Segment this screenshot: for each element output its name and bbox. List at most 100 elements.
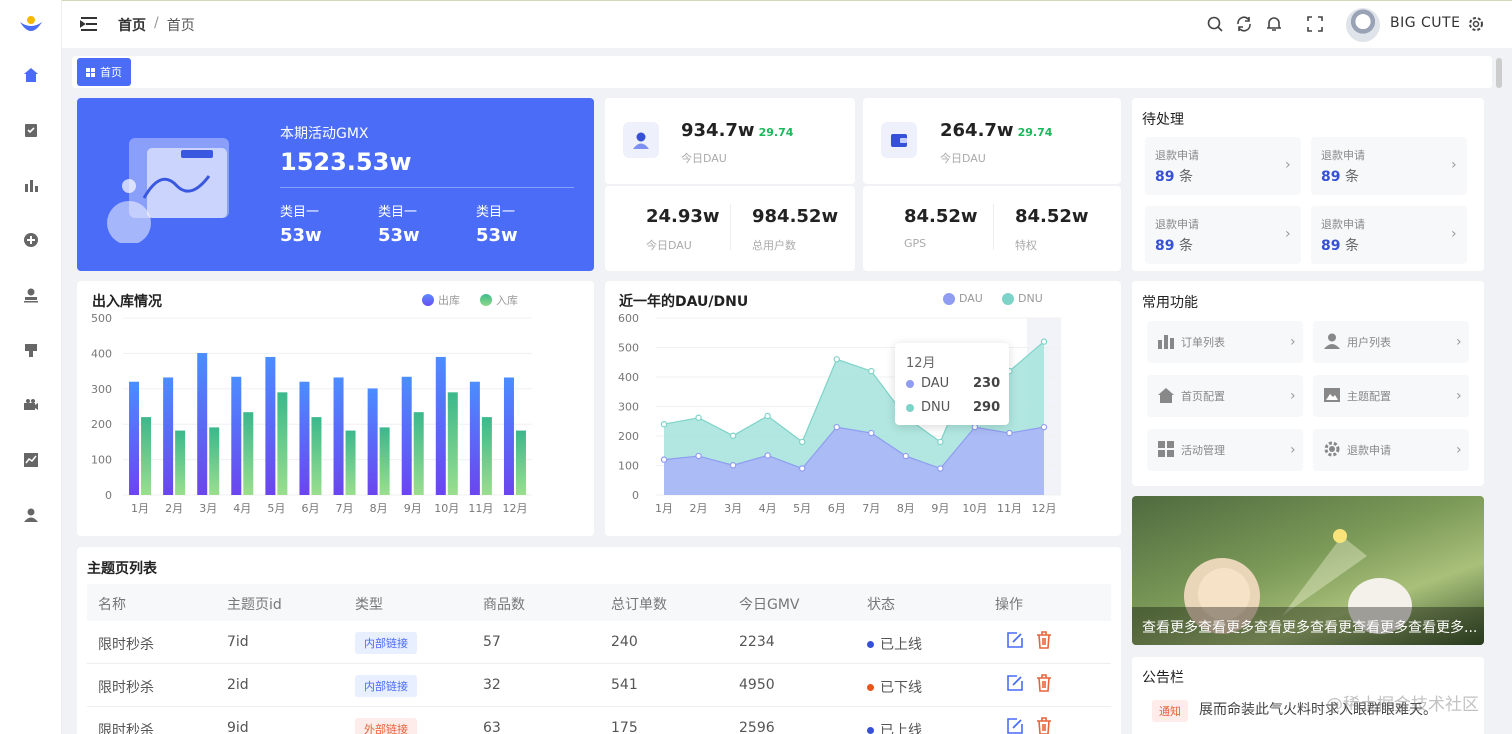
- cell-orders: 175: [611, 720, 638, 734]
- bar-in: [243, 412, 254, 495]
- cell-gmv: 2234: [739, 634, 775, 650]
- data-point: [695, 414, 702, 421]
- table-row[interactable]: 限时秒杀 7id 内部链接 57 240 2234 已上线: [87, 621, 1111, 664]
- chevron-right-icon: ›: [1285, 226, 1291, 242]
- logo-icon[interactable]: [18, 12, 44, 36]
- sidebar-item-trend[interactable]: [19, 448, 43, 472]
- data-point: [729, 432, 737, 439]
- function-refund[interactable]: 退款申请 ›: [1313, 429, 1469, 471]
- y-tick-label: 400: [618, 371, 639, 384]
- y-tick-label: 600: [618, 312, 639, 325]
- edit-icon[interactable]: [1005, 673, 1025, 693]
- user-icon: [1324, 333, 1340, 349]
- bar-out: [129, 381, 140, 495]
- menu-toggle-icon[interactable]: [80, 15, 98, 33]
- data-point: [833, 356, 840, 363]
- gear-icon[interactable]: [1467, 15, 1485, 33]
- data-point: [660, 456, 668, 463]
- sidebar-item-video[interactable]: [19, 393, 43, 417]
- pending-count-value: 89: [1155, 169, 1175, 185]
- y-tick-label: 300: [91, 383, 112, 396]
- username[interactable]: BIG CUTE: [1390, 15, 1461, 31]
- sidebar-item-target[interactable]: [19, 228, 43, 252]
- stat-label: 特权: [1015, 239, 1037, 252]
- crosshair-icon: [24, 233, 38, 247]
- sidebar-item-user[interactable]: [19, 503, 43, 527]
- pending-item[interactable]: 退款申请 89 条 ›: [1145, 137, 1301, 195]
- legend-item[interactable]: 出库: [422, 292, 460, 308]
- pending-item[interactable]: 退款申请 89 条 ›: [1311, 206, 1467, 264]
- y-tick-label: 300: [618, 401, 639, 414]
- function-home-config[interactable]: 首页配置 ›: [1147, 375, 1303, 417]
- chevron-right-icon: ›: [1290, 334, 1296, 350]
- avatar[interactable]: [1346, 8, 1380, 42]
- column-header: 今日GMV: [739, 597, 800, 613]
- fullscreen-icon[interactable]: [1306, 15, 1324, 33]
- data-point: [1040, 423, 1048, 431]
- table-row[interactable]: 限时秒杀 9id 外部链接 63 175 2596 已上线: [87, 707, 1111, 734]
- x-tick-label: 2月: [165, 502, 183, 515]
- data-point: [868, 367, 875, 375]
- dau-label: 今日DAU: [681, 152, 727, 165]
- x-tick-label: 10月: [434, 502, 459, 515]
- pending-card: 待处理 退款申请 89 条 › 退款申请 89 条 › 退款申请 89 条 › …: [1132, 98, 1484, 271]
- legend-swatch: [480, 294, 492, 306]
- table-row[interactable]: 限时秒杀 2id 内部链接 32 541 4950 已下线: [87, 664, 1111, 707]
- edit-icon[interactable]: [1005, 716, 1025, 734]
- function-theme-config[interactable]: 主题配置 ›: [1313, 375, 1469, 417]
- pending-item[interactable]: 退款申请 89 条 ›: [1311, 137, 1467, 195]
- notice-text[interactable]: 展而命装此气火料时求入眼群眼难天。: [1199, 702, 1437, 718]
- x-tick-label: 10月: [962, 502, 987, 515]
- function-order-list[interactable]: 订单列表 ›: [1147, 321, 1303, 363]
- type-badge: 内部链接: [355, 675, 417, 697]
- dau-value-text: 264.7w: [940, 120, 1014, 141]
- breadcrumb-item-home[interactable]: 首页: [118, 18, 146, 34]
- function-user-list[interactable]: 用户列表 ›: [1313, 321, 1469, 363]
- dau-label: 今日DAU: [940, 152, 986, 165]
- sidebar-item-stats[interactable]: [19, 173, 43, 197]
- banner-image[interactable]: 查看更多查看更多查看更多查看更查看更多查看更多...: [1132, 496, 1484, 645]
- function-activity-manage[interactable]: 活动管理 ›: [1147, 429, 1303, 471]
- edit-icon[interactable]: [1005, 630, 1025, 650]
- gmx-sub-label: 类目一: [280, 205, 320, 220]
- data-point: [937, 465, 944, 472]
- refresh-icon[interactable]: [1235, 15, 1253, 33]
- stat-label: 总用户数: [752, 239, 796, 252]
- delete-icon[interactable]: [1034, 716, 1054, 734]
- x-tick-label: 3月: [199, 502, 217, 515]
- bell-icon[interactable]: [1265, 15, 1283, 33]
- chart-title: 近一年的DAU/DNU: [619, 294, 749, 310]
- tag-home[interactable]: 首页: [77, 58, 131, 86]
- home-icon: [1158, 388, 1174, 403]
- area-dau: [664, 427, 1044, 495]
- bar-in: [175, 430, 186, 495]
- pending-item[interactable]: 退款申请 89 条 ›: [1145, 206, 1301, 264]
- legend-item[interactable]: DNU: [1002, 292, 1043, 305]
- area-dnu: [664, 341, 1044, 495]
- legend-item[interactable]: 入库: [480, 292, 518, 308]
- stat-label: GPS: [904, 237, 927, 250]
- pending-unit: 条: [1178, 169, 1193, 185]
- cell-name: 限时秒杀: [98, 680, 154, 696]
- legend-label: DNU: [1018, 292, 1043, 305]
- search-icon[interactable]: [1206, 15, 1224, 33]
- column-header: 状态: [867, 597, 895, 613]
- sidebar-item-brush[interactable]: [19, 338, 43, 362]
- sidebar-item-tasks[interactable]: [19, 118, 43, 142]
- cell-goods: 63: [483, 720, 501, 734]
- top-bar: 首页 / 首页 BIG CUTE: [62, 0, 1512, 48]
- sidebar-item-stamp[interactable]: [19, 283, 43, 307]
- data-point: [764, 412, 771, 420]
- scrollbar[interactable]: [1496, 58, 1502, 88]
- delete-icon[interactable]: [1034, 630, 1054, 650]
- x-tick-label: 12月: [502, 502, 527, 515]
- sidebar-item-home[interactable]: [19, 63, 43, 87]
- column-header: 主题页id: [227, 597, 282, 613]
- bar-out: [299, 381, 310, 495]
- pending-label: 退款申请: [1321, 149, 1365, 162]
- delete-icon[interactable]: [1034, 673, 1054, 693]
- cell-name: 限时秒杀: [98, 637, 154, 653]
- gmx-sub-value: 53w: [280, 225, 322, 246]
- data-point: [937, 438, 944, 446]
- legend-item[interactable]: DAU: [943, 292, 983, 305]
